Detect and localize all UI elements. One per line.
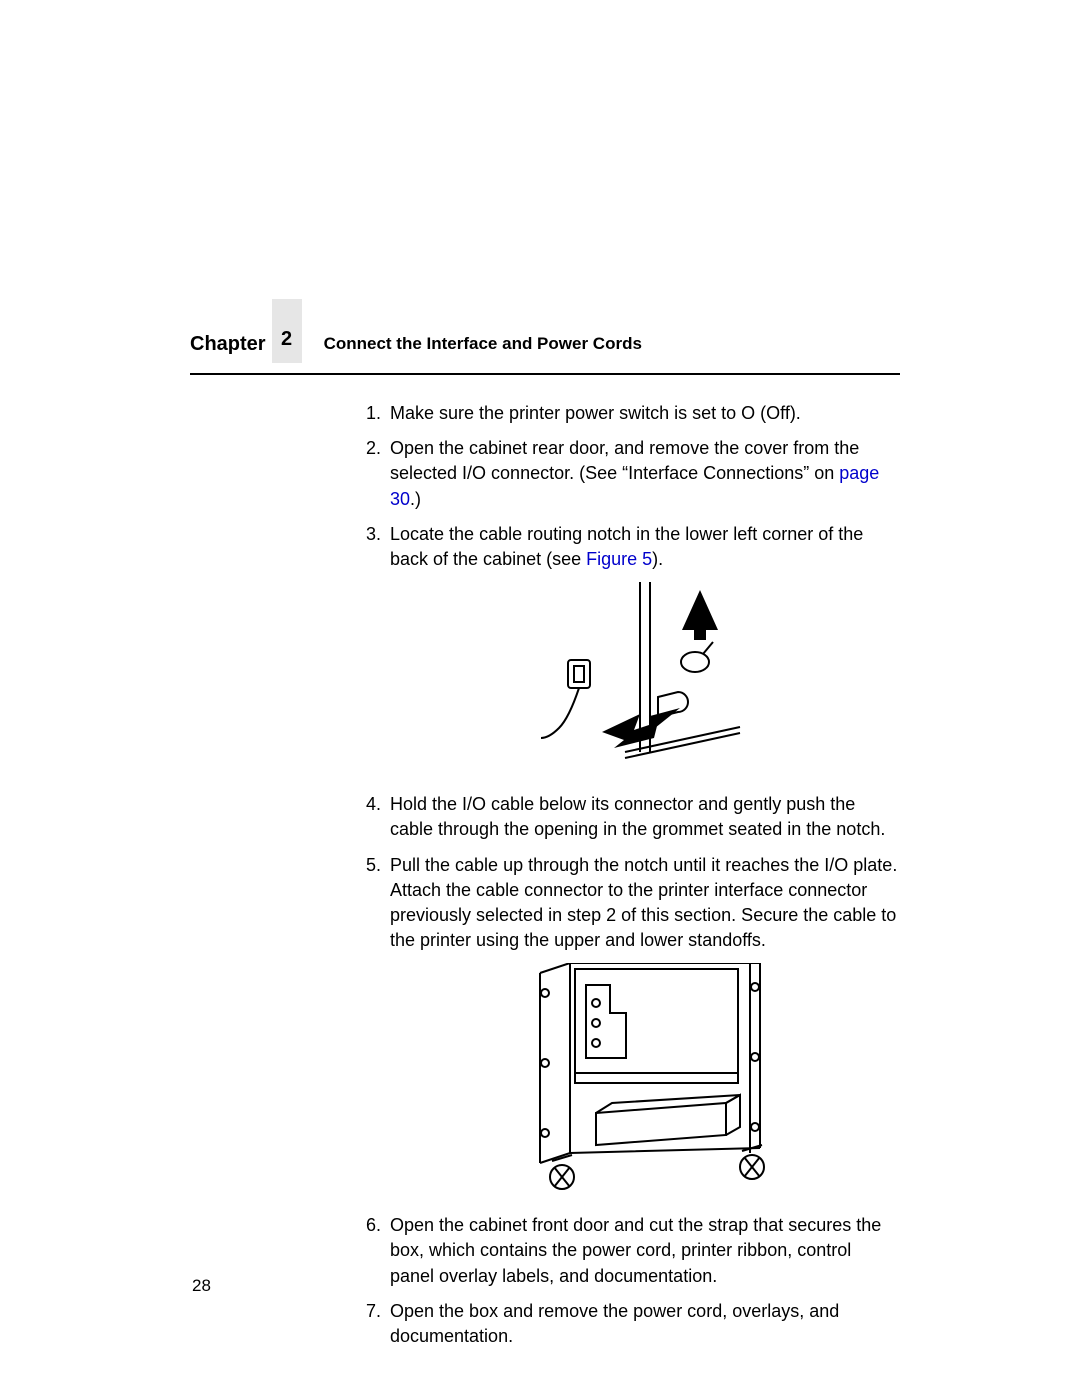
step-text: .): [410, 489, 421, 509]
step-item: Open the box and remove the power cord, …: [386, 1299, 900, 1349]
step-list: Make sure the printer power switch is se…: [350, 401, 900, 1349]
figure-cabinet-box-icon: [500, 963, 790, 1203]
step-text: Hold the I/O cable below its connector a…: [390, 794, 885, 839]
step-item: Pull the cable up through the notch unti…: [386, 853, 900, 1204]
chapter-header: Chapter 2 Connect the Interface and Powe…: [190, 325, 900, 375]
step-text: Open the cabinet rear door, and remove t…: [390, 438, 859, 483]
step-text: ).: [652, 549, 663, 569]
content-area: Make sure the printer power switch is se…: [350, 401, 900, 1349]
page: Chapter 2 Connect the Interface and Powe…: [190, 325, 900, 1359]
step-item: Open the cabinet rear door, and remove t…: [386, 436, 900, 512]
step-item: Make sure the printer power switch is se…: [386, 401, 900, 426]
step-text: Open the box and remove the power cord, …: [390, 1301, 839, 1346]
page-number: 28: [192, 1274, 211, 1298]
chapter-title: Connect the Interface and Power Cords: [324, 332, 642, 356]
step-item: Hold the I/O cable below its connector a…: [386, 792, 900, 842]
step-text: Make sure the printer power switch is se…: [390, 403, 801, 423]
step-text: Open the cabinet front door and cut the …: [390, 1215, 881, 1285]
chapter-label: Chapter: [190, 330, 266, 358]
step-item: Open the cabinet front door and cut the …: [386, 1213, 900, 1289]
figure-link[interactable]: Figure 5: [586, 549, 652, 569]
chapter-number: 2: [272, 299, 302, 363]
step-item: Locate the cable routing notch in the lo…: [386, 522, 900, 782]
figure-cable-routing-icon: [530, 582, 760, 782]
step-text: Pull the cable up through the notch unti…: [390, 855, 897, 951]
